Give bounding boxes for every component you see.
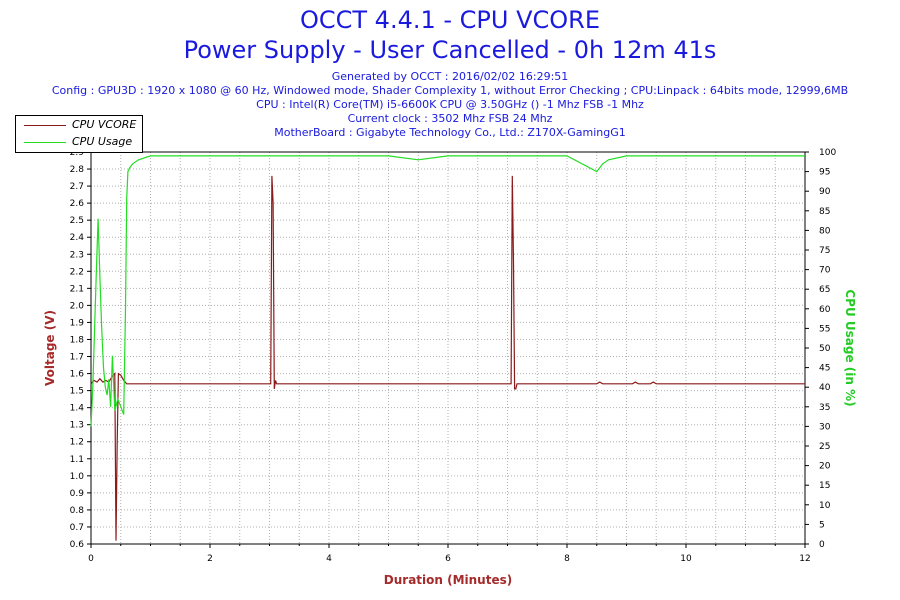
y2-tick-label: 20 <box>819 462 831 472</box>
y2-tick-label: 15 <box>819 481 830 491</box>
y-tick-label: 2.0 <box>70 301 85 311</box>
info-clock: Current clock : 3502 Mhz FSB 24 Mhz <box>347 112 553 125</box>
info-generated: Generated by OCCT : 2016/02/02 16:29:51 <box>331 70 569 83</box>
legend-item-usage: CPU Usage <box>20 135 140 149</box>
y-tick-label: 2.3 <box>70 250 84 260</box>
y-tick-label: 1.9 <box>70 318 85 328</box>
legend-swatch-usage <box>24 142 66 143</box>
y-tick-label: 2.6 <box>70 199 85 209</box>
legend: CPU VCORE CPU Usage <box>15 115 143 153</box>
y-tick-label: 1.7 <box>70 353 84 363</box>
info-motherboard: MotherBoard : Gigabyte Technology Co., L… <box>274 126 626 139</box>
y2-tick-label: 60 <box>819 305 831 315</box>
x-tick-label: 8 <box>564 554 570 564</box>
chart-title: OCCT 4.4.1 - CPU VCORE <box>299 6 600 34</box>
legend-label-vcore: CPU VCORE <box>72 118 137 131</box>
y2-tick-label: 100 <box>819 148 836 158</box>
y-tick-label: 0.8 <box>70 506 85 516</box>
y2-tick-label: 25 <box>819 442 830 452</box>
y2-tick-label: 95 <box>819 168 830 178</box>
y2-tick-label: 30 <box>819 422 831 432</box>
x-tick-label: 0 <box>88 554 94 564</box>
x-tick-label: 6 <box>445 554 451 564</box>
y2-tick-label: 40 <box>819 383 831 393</box>
y2-tick-label: 65 <box>819 285 830 295</box>
y2-tick-label: 50 <box>819 344 831 354</box>
y-tick-label: 1.0 <box>70 472 85 482</box>
y-tick-label: 2.4 <box>70 233 85 243</box>
y2-tick-label: 70 <box>819 266 831 276</box>
info-config: Config : GPU3D : 1920 x 1080 @ 60 Hz, Wi… <box>51 84 849 97</box>
legend-label-usage: CPU Usage <box>72 135 133 148</box>
y2-tick-label: 5 <box>819 520 825 530</box>
y-tick-label: 2.5 <box>70 216 84 226</box>
y2-tick-label: 90 <box>819 187 831 197</box>
series-line-usage <box>90 155 805 427</box>
x-tick-label: 4 <box>326 554 332 564</box>
y-tick-label: 2.9 <box>70 148 85 158</box>
y-tick-label: 1.2 <box>70 438 84 448</box>
x-tick-label: 2 <box>207 554 213 564</box>
y-tick-label: 2.7 <box>70 182 84 192</box>
y-tick-label: 2.2 <box>70 267 84 277</box>
y-tick-label: 1.3 <box>70 421 84 431</box>
y-axis-title: Voltage (V) <box>43 310 57 386</box>
y-tick-label: 0.9 <box>70 489 85 499</box>
y2-tick-label: 10 <box>819 501 831 511</box>
y2-tick-label: 35 <box>819 403 830 413</box>
y-tick-label: 2.8 <box>70 165 85 175</box>
x-axis-title: Duration (Minutes) <box>384 573 512 587</box>
y-tick-label: 1.6 <box>70 370 85 380</box>
y2-tick-label: 80 <box>819 226 831 236</box>
y2-tick-label: 45 <box>819 364 830 374</box>
x-tick-label: 12 <box>799 554 810 564</box>
y2-tick-label: 75 <box>819 246 830 256</box>
legend-swatch-vcore <box>24 125 66 126</box>
y2-tick-label: 0 <box>819 540 825 550</box>
info-cpu: CPU : Intel(R) Core(TM) i5-6600K CPU @ 3… <box>256 98 644 111</box>
y-tick-label: 1.1 <box>70 455 84 465</box>
x-tick-label: 10 <box>680 554 692 564</box>
y-tick-label: 1.4 <box>70 404 85 414</box>
y2-axis-title: CPU Usage (in %) <box>843 289 857 406</box>
y-tick-label: 1.8 <box>70 335 85 345</box>
y-tick-label: 0.6 <box>70 540 85 550</box>
y-tick-label: 0.7 <box>70 523 84 533</box>
y-tick-label: 1.5 <box>70 387 84 397</box>
y-tick-label: 2.1 <box>70 284 84 294</box>
y2-tick-label: 85 <box>819 207 830 217</box>
y2-tick-label: 55 <box>819 324 830 334</box>
series-line-vcore <box>90 175 805 541</box>
chart-subtitle: Power Supply - User Cancelled - 0h 12m 4… <box>183 36 717 64</box>
legend-item-vcore: CPU VCORE <box>20 118 140 132</box>
